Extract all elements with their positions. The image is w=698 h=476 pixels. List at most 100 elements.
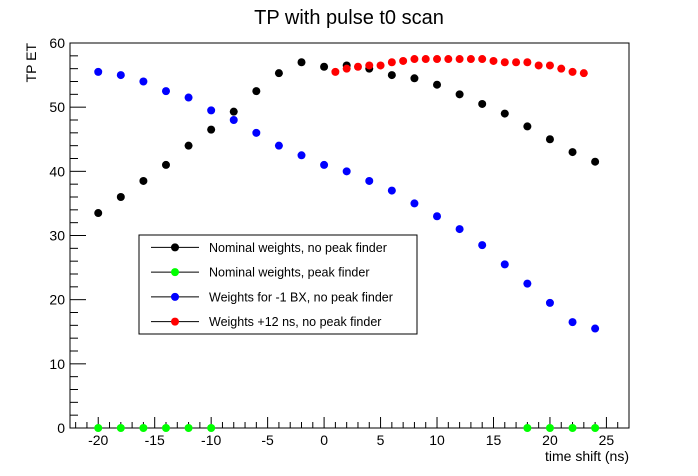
x-tick-label: 20: [542, 432, 558, 448]
data-point: [523, 58, 532, 67]
data-point: [331, 67, 340, 76]
data-point: [591, 157, 600, 166]
data-point: [568, 67, 577, 76]
data-point: [579, 69, 588, 78]
data-point: [376, 61, 385, 70]
x-tick-label: -5: [261, 432, 274, 448]
data-point: [433, 212, 442, 221]
data-point: [274, 141, 283, 150]
data-point: [568, 148, 577, 157]
x-tick-label: -20: [88, 432, 108, 448]
data-point: [207, 106, 216, 115]
legend-entry: Weights for -1 BX, no peak finder: [151, 290, 393, 304]
data-point: [568, 424, 577, 432]
data-point: [207, 424, 216, 432]
data-point: [478, 241, 487, 250]
data-point: [523, 424, 532, 432]
data-point: [207, 125, 216, 134]
x-tick-label: 0: [320, 432, 328, 448]
data-point: [557, 64, 566, 73]
legend-box: [138, 234, 418, 335]
series-2: [94, 424, 600, 432]
legend-label: Nominal weights, peak finder: [209, 266, 370, 280]
data-point: [365, 176, 374, 185]
data-point: [353, 62, 362, 71]
data-point: [116, 424, 125, 432]
data-point: [489, 56, 498, 65]
data-point: [139, 77, 148, 86]
data-point: [410, 74, 419, 83]
data-point: [184, 424, 193, 432]
data-point: [545, 424, 554, 432]
data-point: [139, 424, 148, 432]
data-point: [116, 71, 125, 80]
data-point: [184, 93, 193, 102]
data-point: [455, 55, 464, 64]
data-point: [320, 62, 329, 71]
x-axis-title: time shift (ns): [545, 448, 629, 464]
y-tick-label: 30: [49, 228, 65, 244]
data-point: [252, 128, 261, 137]
legend-entry: Weights +12 ns, no peak finder: [151, 315, 381, 329]
data-point: [500, 260, 509, 269]
data-point: [500, 109, 509, 118]
data-point: [229, 116, 238, 124]
x-tick-label: 15: [486, 432, 502, 448]
legend-label: Weights for -1 BX, no peak finder: [209, 290, 393, 304]
y-axis-title: TP ET: [23, 43, 39, 83]
legend-marker: [171, 268, 179, 277]
data-point: [410, 199, 419, 208]
data-point: [591, 424, 600, 432]
data-point: [545, 61, 554, 70]
data-point: [365, 61, 374, 70]
data-point: [545, 135, 554, 144]
data-point: [161, 87, 170, 96]
legend-marker: [171, 292, 179, 301]
data-point: [297, 151, 306, 160]
data-point: [399, 56, 408, 65]
data-point: [545, 298, 554, 307]
data-point: [455, 225, 464, 234]
data-point: [478, 99, 487, 108]
data-point: [297, 58, 306, 67]
data-point: [478, 55, 487, 64]
x-tick-label: 10: [429, 432, 445, 448]
legend-marker: [171, 317, 179, 326]
data-point: [466, 55, 475, 64]
y-tick-label: 60: [49, 35, 65, 51]
y-tick-label: 50: [49, 99, 65, 115]
chart-title: TP with pulse t0 scan: [254, 7, 444, 29]
legend: Nominal weights, no peak finder Nominal w…: [138, 234, 418, 335]
data-point: [433, 55, 442, 64]
x-tick-label: 25: [599, 432, 615, 448]
series-4: [331, 55, 588, 78]
data-point: [410, 55, 419, 64]
data-point: [387, 71, 396, 80]
data-point: [161, 160, 170, 169]
y-tick-label: 40: [49, 163, 65, 179]
data-point: [500, 58, 509, 67]
data-point: [320, 160, 329, 169]
legend-label: Weights +12 ns, no peak finder: [209, 315, 381, 329]
data-point: [387, 58, 396, 67]
legend-label: Nominal weights, no peak finder: [209, 241, 387, 255]
data-point: [116, 193, 125, 201]
data-point: [591, 324, 600, 333]
data-point: [342, 167, 351, 176]
data-point: [534, 61, 543, 70]
y-tick-label: 10: [49, 356, 65, 372]
x-tick-label: -15: [145, 432, 165, 448]
y-tick-label: 0: [57, 420, 65, 436]
data-point: [342, 64, 351, 73]
series-3: [94, 67, 600, 333]
data-point: [184, 141, 193, 150]
x-tick-label: 5: [377, 432, 385, 448]
data-point: [252, 87, 261, 96]
data-point: [229, 107, 238, 116]
data-point: [94, 209, 103, 218]
legend-entry: Nominal weights, peak finder: [151, 266, 370, 280]
data-point: [444, 55, 453, 64]
data-point: [274, 69, 283, 78]
data-point: [433, 80, 442, 89]
